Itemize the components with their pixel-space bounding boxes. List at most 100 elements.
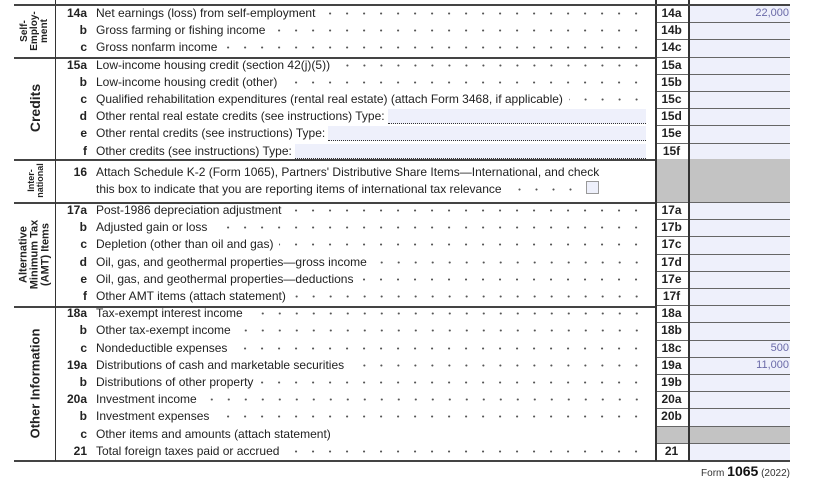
row-divider: [655, 22, 790, 24]
dot-leader: [271, 22, 646, 40]
row-divider: [655, 356, 790, 358]
type-input[interactable]: [387, 109, 646, 125]
row-divider: [655, 125, 790, 127]
line-number: c: [80, 340, 87, 355]
form-line: e Other rental credits (see instructions)…: [55, 125, 790, 142]
line-number: 17a: [66, 203, 87, 217]
row-divider: [655, 374, 790, 375]
dot-leader: [291, 288, 646, 305]
shaded-area: [655, 159, 790, 202]
line-description: Attach Schedule K-2 (Form 1065), Partner…: [96, 165, 600, 179]
dot-leader: [223, 39, 646, 57]
line-label: 15c: [661, 92, 682, 106]
line-number: c: [80, 92, 87, 106]
amount-column-border: [688, 0, 690, 461]
line-16-cont: this box to indicate that you are report…: [55, 181, 790, 198]
dot-leader: [236, 322, 646, 340]
line-label: 17b: [661, 220, 682, 235]
section-divider: [14, 202, 655, 204]
form-line: 21 Total foreign taxes paid or accrued 21: [55, 442, 790, 460]
line-label: 15a: [661, 57, 682, 72]
line-text: Distributions of other property: [96, 375, 254, 389]
row-divider: [655, 236, 790, 238]
line-number: 16: [73, 165, 87, 179]
section-divider: [14, 159, 655, 161]
dot-leader: [372, 253, 646, 271]
line-text: Low-income housing credit (section 42(j)…: [96, 57, 331, 72]
line-number: b: [79, 323, 87, 338]
row-divider: [655, 425, 790, 427]
line-label: 15b: [661, 74, 682, 89]
line-number: 15a: [66, 57, 87, 72]
form-line: 18a Tax-exempt interest income 18a: [55, 305, 790, 323]
form-year: (2022): [761, 468, 790, 479]
row-divider: [655, 56, 790, 58]
dot-leader: [215, 408, 646, 426]
line-text: Qualified rehabilitation expenditures (r…: [96, 92, 563, 106]
dot-leader: [350, 356, 646, 374]
form-line: c Gross nonfarm income 14c: [55, 39, 790, 57]
line-text: Oil, gas, and geothermal properties—gros…: [96, 254, 367, 269]
section-label: Alternative Minimum Tax (AMT) Items: [17, 219, 52, 289]
type-input[interactable]: [328, 126, 646, 142]
section-label: Credits: [27, 83, 43, 133]
line-text: Tax-exempt interest income: [96, 306, 243, 321]
amount-field[interactable]: 500: [770, 341, 789, 354]
row-divider: [655, 305, 790, 307]
line-text: Other AMT items (attach statement): [96, 289, 286, 303]
row-divider: [655, 288, 790, 289]
line-description: Net earnings (loss) from self-employment: [96, 5, 646, 22]
form-line: e Oil, gas, and geothermal properties—ded…: [55, 270, 790, 288]
row-divider: [655, 339, 790, 341]
line-description: Gross nonfarm income: [96, 39, 646, 57]
form-line: c Nondeductible expenses 18c 500: [55, 339, 790, 357]
type-input[interactable]: [294, 143, 646, 159]
line-label: 14c: [661, 40, 682, 55]
amount-field[interactable]: 11,000: [756, 358, 789, 371]
line-text: Investment expenses: [96, 409, 210, 424]
amount-field[interactable]: 22,000: [755, 7, 789, 19]
line-text: Other rental real estate credits (see in…: [96, 109, 385, 124]
line-number: b: [79, 220, 87, 235]
international-checkbox[interactable]: [585, 181, 599, 194]
section-divider: [14, 57, 655, 59]
line-number: 19a: [66, 357, 87, 372]
line-text: Other rental credits (see instructions) …: [96, 126, 326, 141]
form-line: b Gross farming or fishing income 14b: [55, 22, 790, 40]
line-number: f: [83, 289, 87, 303]
line-text: Post-1986 depreciation adjustment: [96, 203, 282, 217]
row-divider: [655, 142, 790, 144]
line-number: 21: [73, 443, 87, 458]
line-label: 17e: [661, 271, 682, 286]
line-text: Depletion (other than oil and gas): [96, 237, 274, 252]
line-label: 21: [664, 443, 679, 458]
label-column-border: [655, 0, 657, 461]
row-divider: [655, 73, 790, 75]
row-divider: [655, 408, 790, 410]
dot-leader: [259, 374, 646, 391]
line-label: 18b: [661, 323, 682, 338]
form-line: b Adjusted gain or loss 17b: [55, 219, 790, 237]
line-description: Investment expenses: [96, 408, 646, 426]
line-label: 17c: [661, 237, 682, 252]
form-line: b Low-income housing credit (other) 15b: [55, 73, 790, 91]
section-label: Other Information: [27, 328, 43, 438]
line-label: 17a: [661, 203, 682, 217]
line-number: c: [80, 237, 87, 252]
row-divider: [655, 219, 790, 221]
divider: [14, 4, 790, 6]
line-text: Other credits (see instructions) Type:: [96, 143, 292, 158]
line-description: Other rental real estate credits (see in…: [96, 108, 646, 125]
row-divider: [655, 253, 790, 255]
line-description: Tax-exempt interest income: [96, 305, 646, 323]
line-description: Other rental credits (see instructions) …: [96, 125, 646, 142]
line-label: 20a: [661, 392, 682, 407]
line-description: Other tax-exempt income: [96, 322, 646, 340]
line-label: 14b: [661, 23, 682, 38]
dot-leader: [507, 181, 580, 198]
line-description: Post-1986 depreciation adjustment: [96, 202, 646, 219]
section-divider: [14, 460, 790, 462]
dot-leader: [336, 56, 646, 74]
form-line: 19a Distributions of cash and marketable …: [55, 356, 790, 374]
